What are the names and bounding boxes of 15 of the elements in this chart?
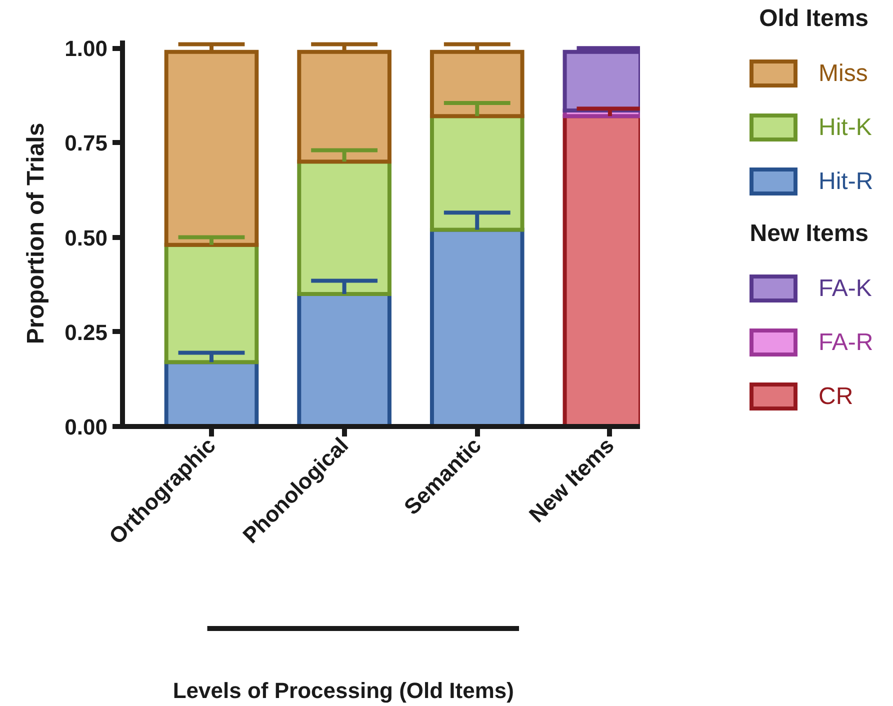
y-tick-label: 1.00 bbox=[64, 36, 108, 62]
y-axis-title: Proportion of Trials bbox=[22, 122, 50, 344]
y-tick-label: 0.25 bbox=[64, 320, 108, 345]
legend-label: CR bbox=[818, 383, 854, 410]
legend-label: FA-K bbox=[818, 275, 872, 302]
y-tick-label: 0.50 bbox=[64, 225, 108, 250]
legend-label: Miss bbox=[818, 60, 868, 87]
legend-label: FA-R bbox=[818, 329, 874, 356]
text: Levels of Processing (Old Items) bbox=[172, 678, 514, 703]
y-tick-label: 0.00 bbox=[64, 414, 108, 440]
text: New Items bbox=[750, 220, 869, 247]
y-tick-label: 0.75 bbox=[64, 130, 108, 156]
legend-label: Hit-R bbox=[818, 168, 874, 195]
legend-label: Hit-K bbox=[818, 114, 872, 141]
text: Old Items bbox=[759, 5, 868, 32]
